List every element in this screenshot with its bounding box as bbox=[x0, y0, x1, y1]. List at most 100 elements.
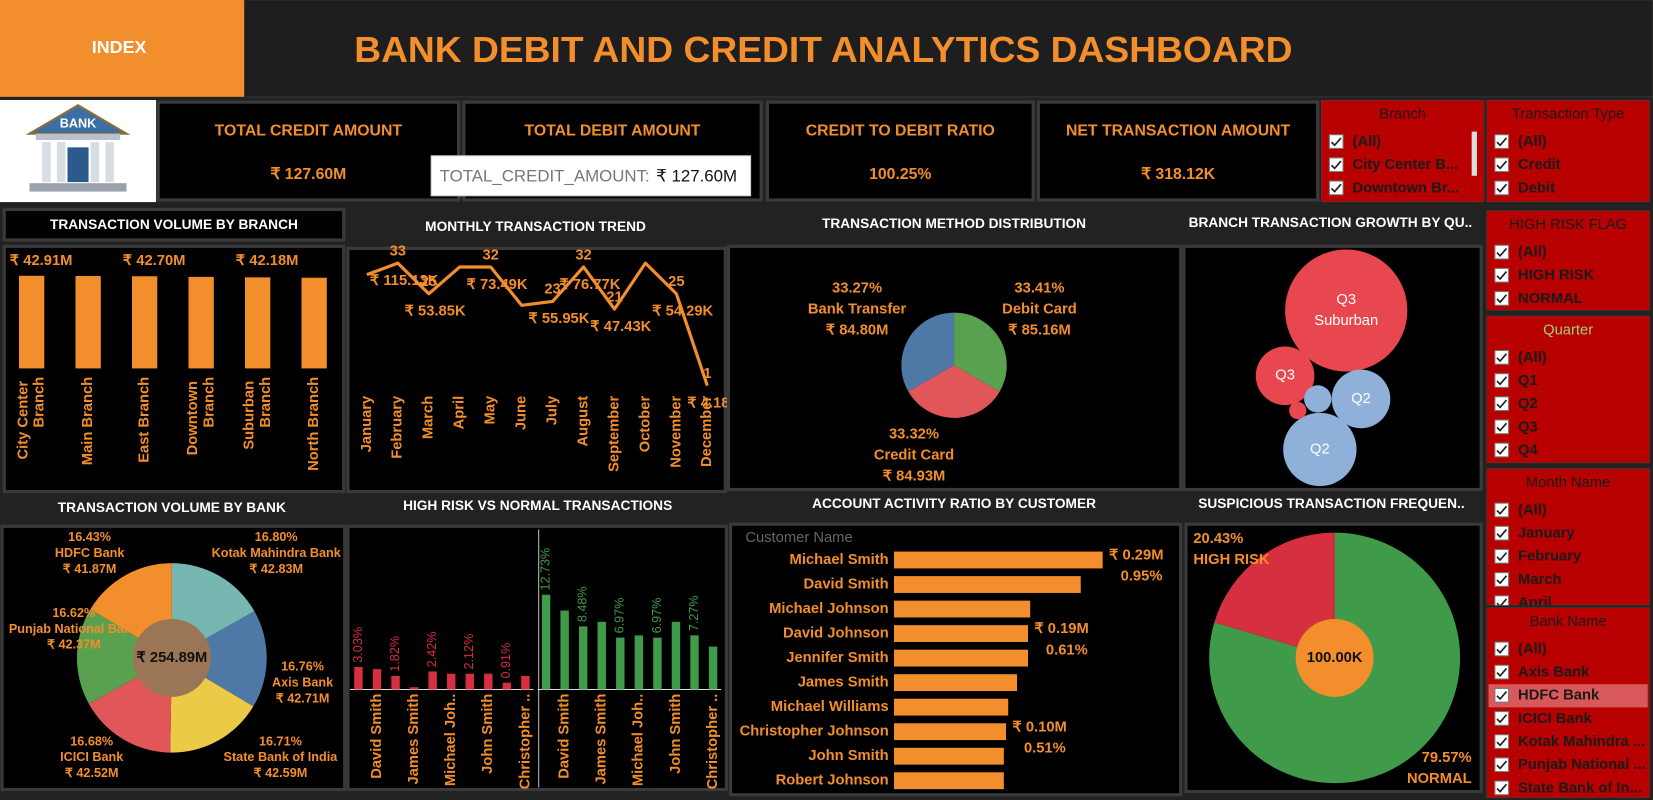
kpi-card bbox=[765, 100, 1035, 202]
filter-item[interactable]: Q2 bbox=[1518, 396, 1538, 412]
bubble bbox=[1283, 412, 1357, 487]
index-button[interactable]: INDEX bbox=[92, 37, 147, 57]
filter-item[interactable]: January bbox=[1518, 526, 1575, 542]
filter-panel[interactable]: Bank Name (All) Axis Bank HDFC Bank ICICI Ba… bbox=[1486, 607, 1650, 798]
filter-bg bbox=[1320, 100, 1485, 203]
bubble-label: Q2 bbox=[1310, 441, 1330, 457]
filter-panel[interactable]: Quarter (All) Q1 Q2 Q3 Q4 bbox=[1486, 315, 1650, 464]
checkbox[interactable] bbox=[1494, 180, 1510, 196]
checkbox[interactable] bbox=[1494, 595, 1510, 610]
tooltip-bg bbox=[430, 155, 752, 197]
checkbox[interactable] bbox=[1494, 734, 1510, 749]
checkbox[interactable] bbox=[1494, 525, 1510, 541]
value-label: 2.12% bbox=[462, 634, 476, 670]
checkbox[interactable] bbox=[1494, 687, 1510, 703]
checkbox[interactable] bbox=[1494, 442, 1510, 458]
checkbox[interactable] bbox=[1494, 134, 1510, 149]
checkbox[interactable] bbox=[1494, 548, 1510, 564]
checkbox[interactable] bbox=[1328, 180, 1344, 196]
filter-item[interactable]: NORMAL bbox=[1518, 291, 1583, 307]
x-tick-label: City Center Branch bbox=[15, 377, 47, 460]
checkbox[interactable] bbox=[1494, 350, 1510, 365]
checkbox[interactable] bbox=[1494, 157, 1510, 173]
filter-item[interactable]: HDFC Bank bbox=[1518, 688, 1600, 704]
filter-title: Transaction Type bbox=[1512, 107, 1624, 123]
value-label: 3.03% bbox=[351, 627, 365, 663]
bar bbox=[484, 673, 493, 690]
filter-item[interactable]: Q1 bbox=[1518, 373, 1538, 389]
checkbox[interactable] bbox=[1494, 502, 1510, 518]
filter-panel[interactable]: Month Name (All) January February March April bbox=[1486, 468, 1650, 611]
slice-value-label: ₹ 42.37M bbox=[47, 638, 101, 652]
filter-item[interactable]: Kotak Mahindra ... bbox=[1518, 734, 1645, 750]
chart-panel bbox=[346, 524, 728, 792]
filter-item[interactable]: April bbox=[1518, 595, 1552, 611]
checkbox[interactable] bbox=[1494, 396, 1510, 412]
checkbox[interactable] bbox=[1494, 267, 1510, 283]
filter-title: HIGH RISK FLAG bbox=[1509, 217, 1627, 233]
bar bbox=[893, 747, 1004, 765]
checkbox[interactable] bbox=[1494, 373, 1510, 388]
checkbox[interactable] bbox=[1494, 780, 1510, 796]
slice-label: State Bank of India bbox=[224, 750, 339, 764]
check-mark bbox=[1496, 505, 1508, 515]
slice-label: NORMAL bbox=[1407, 771, 1472, 787]
filter-item[interactable]: (All) bbox=[1518, 350, 1547, 366]
checkbox[interactable] bbox=[1494, 757, 1510, 773]
filter-item[interactable]: Downtown Br... bbox=[1353, 180, 1460, 196]
filter-item[interactable]: February bbox=[1518, 549, 1582, 565]
filter-panel[interactable]: HIGH RISK FLAG (All) HIGH RISK NORMAL bbox=[1486, 210, 1650, 311]
bubble-label: Q3 bbox=[1275, 368, 1295, 384]
slice-value-label: 16.76% bbox=[281, 660, 324, 674]
checkbox[interactable] bbox=[1494, 711, 1510, 726]
filter-item[interactable]: Q3 bbox=[1518, 419, 1538, 435]
slice-value-label: 16.43% bbox=[68, 530, 111, 544]
filter-item[interactable]: (All) bbox=[1353, 134, 1382, 150]
check-mark bbox=[1496, 760, 1508, 770]
filter-item[interactable]: (All) bbox=[1518, 502, 1547, 518]
checkbox[interactable] bbox=[1328, 134, 1344, 149]
filter-item[interactable]: Credit bbox=[1518, 157, 1561, 173]
bar bbox=[465, 673, 474, 690]
column-header: Customer Name bbox=[745, 530, 852, 546]
filter-item[interactable]: (All) bbox=[1518, 245, 1547, 261]
filter-panel[interactable]: Transaction Type (All) Credit Debit bbox=[1486, 100, 1650, 203]
filter-item[interactable]: Punjab National ... bbox=[1518, 757, 1646, 773]
x-tick-label: Main Branch bbox=[80, 377, 96, 465]
filter-item[interactable]: (All) bbox=[1518, 641, 1547, 657]
chart-title: MONTHLY TRANSACTION TREND bbox=[425, 219, 646, 234]
filter-item[interactable]: ICICI Bank bbox=[1518, 711, 1593, 727]
value-label: 32 bbox=[575, 247, 591, 263]
filter-item[interactable]: (All) bbox=[1518, 134, 1547, 150]
filter-item[interactable]: HIGH RISK bbox=[1518, 268, 1595, 284]
checkbox[interactable] bbox=[1494, 244, 1510, 260]
filter-item[interactable]: City Center B... bbox=[1353, 157, 1459, 173]
checkbox[interactable] bbox=[1494, 572, 1510, 587]
chart-title: BRANCH TRANSACTION GROWTH BY QU.. bbox=[1189, 215, 1473, 230]
filter-item[interactable]: State Bank of In... bbox=[1518, 780, 1642, 796]
bubble-sublabel: Suburban bbox=[1314, 313, 1378, 329]
checkbox[interactable] bbox=[1328, 157, 1344, 173]
checkbox[interactable] bbox=[1494, 664, 1510, 680]
logo-column bbox=[42, 142, 51, 183]
amount-label: ₹ 0.19M bbox=[1034, 621, 1088, 637]
x-tick-label: David Smith bbox=[369, 694, 385, 779]
value-label: 25 bbox=[421, 274, 437, 290]
scrollbar[interactable] bbox=[1471, 131, 1477, 176]
index-button-bg[interactable] bbox=[0, 0, 245, 97]
x-tick-label: Christopher .. bbox=[517, 694, 533, 790]
filter-item[interactable]: Q4 bbox=[1518, 442, 1538, 458]
checkbox[interactable] bbox=[1494, 291, 1510, 306]
checkbox[interactable] bbox=[1494, 419, 1510, 435]
slice-label: Kotak Mahindra Bank bbox=[212, 546, 342, 560]
bubble-label: Q3 bbox=[1336, 292, 1356, 308]
filter-item[interactable]: March bbox=[1518, 572, 1561, 588]
filter-item[interactable]: Axis Bank bbox=[1518, 665, 1590, 681]
y-tick-label: David Johnson bbox=[783, 625, 889, 641]
filter-item[interactable]: Debit bbox=[1518, 180, 1555, 196]
pie-slice bbox=[901, 312, 955, 392]
filter-panel[interactable]: Branch (All) City Center B... Downtown Br..… bbox=[1320, 100, 1485, 203]
checkbox[interactable] bbox=[1494, 641, 1510, 657]
bar bbox=[560, 610, 569, 690]
value-label: 32 bbox=[482, 247, 498, 263]
